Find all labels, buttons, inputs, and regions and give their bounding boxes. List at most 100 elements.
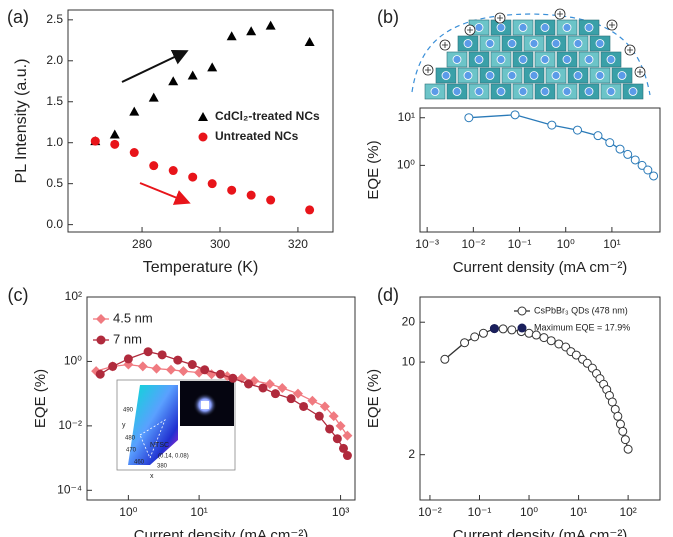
lattice-atom — [463, 71, 473, 80]
inset-label: (0.14, 0.08) — [158, 454, 189, 460]
data-point — [188, 172, 198, 182]
data-point — [168, 76, 179, 86]
data-point — [151, 363, 162, 374]
data-point — [319, 401, 330, 412]
data-point — [305, 205, 315, 215]
charge-symbol — [425, 67, 431, 73]
inset-label: 480 — [125, 436, 136, 442]
data-point — [328, 411, 339, 422]
x-tick-label: 10⁻¹ — [508, 237, 532, 251]
charge-symbol — [637, 69, 643, 75]
y-tick-label: 20 — [402, 314, 416, 328]
x-tick-label: 10² — [619, 505, 636, 519]
data-point — [207, 179, 217, 189]
data-point — [325, 424, 335, 434]
data-point — [342, 451, 352, 461]
x-tick-label: 10⁻² — [418, 505, 442, 519]
x-tick-label: 10¹ — [190, 505, 207, 519]
legend-marker — [198, 112, 208, 121]
data-point — [270, 389, 280, 399]
series-line — [444, 327, 629, 450]
inset-label: 380 — [157, 464, 168, 470]
lattice-atom — [474, 55, 484, 64]
lattice-atom — [452, 87, 462, 96]
data-point — [607, 397, 617, 407]
lattice-atom — [551, 71, 561, 80]
data-point — [90, 136, 100, 146]
data-point — [524, 328, 534, 338]
y-tick-label: 1.5 — [46, 94, 63, 108]
legend-label: Untreated NCs — [215, 129, 299, 143]
inset-label: 470 — [126, 448, 137, 454]
data-point — [110, 139, 120, 149]
data-point — [623, 149, 633, 159]
x-tick-label: 10⁰ — [520, 505, 538, 519]
data-point — [226, 31, 237, 41]
data-point — [266, 195, 276, 205]
legend-label: 7 nm — [113, 331, 142, 346]
y-tick-label: 0.0 — [46, 217, 63, 231]
lattice-atom — [551, 39, 561, 48]
data-point — [286, 394, 296, 404]
data-point — [440, 354, 450, 364]
data-point — [157, 350, 167, 360]
legend-label: CdCl₂-treated NCs — [215, 109, 320, 123]
data-point — [148, 92, 159, 102]
y-axis-label: EQE (%) — [365, 140, 382, 199]
lattice-atom — [540, 23, 550, 32]
data-point — [605, 138, 615, 148]
y-tick-label: 10¹ — [398, 110, 415, 124]
y-axis-label: EQE (%) — [32, 369, 49, 428]
lattice-atom — [628, 87, 638, 96]
lattice-atom — [540, 87, 550, 96]
x-tick-label: 10⁰ — [119, 505, 137, 519]
data-point — [246, 26, 257, 36]
plot-frame — [419, 296, 661, 501]
data-point — [258, 383, 268, 393]
y-tick-label: 10⁻² — [58, 418, 82, 432]
data-point — [95, 369, 105, 379]
lattice-atom — [452, 55, 462, 64]
y-tick-label: 10² — [65, 289, 82, 303]
y-axis-label: PL Intensity (a.u.) — [13, 59, 30, 184]
data-point — [613, 411, 623, 421]
data-point — [108, 361, 118, 371]
data-point — [244, 379, 254, 389]
lattice-atom — [496, 87, 506, 96]
lattice-atom — [562, 55, 572, 64]
data-point — [200, 365, 210, 375]
data-point — [129, 148, 139, 158]
x-tick-label: 280 — [132, 237, 152, 251]
y-tick-label: 2 — [408, 447, 415, 461]
lattice-atom — [463, 39, 473, 48]
x-tick-label: 320 — [288, 237, 308, 251]
lattice-atom — [474, 23, 484, 32]
lattice-atom — [584, 55, 594, 64]
legend-marker — [517, 306, 527, 316]
y-axis-label: EQE (%) — [365, 369, 382, 428]
data-point — [620, 435, 630, 445]
data-point — [332, 434, 342, 444]
x-axis-label: Current density (mA cm⁻²) — [134, 527, 309, 537]
data-point — [478, 328, 488, 338]
data-point — [571, 350, 581, 360]
data-point — [143, 347, 153, 357]
cie-inset — [116, 379, 236, 471]
lattice-atom — [441, 71, 451, 80]
data-point — [464, 113, 474, 123]
lattice-atom — [573, 71, 583, 80]
lattice-atom — [529, 71, 539, 80]
x-tick-label: 10³ — [332, 505, 349, 519]
data-point — [547, 120, 557, 130]
lattice-illustration — [411, 8, 651, 100]
data-point — [573, 125, 583, 135]
charge-symbol — [497, 15, 503, 21]
plot-frame — [67, 9, 334, 233]
plot-frame — [419, 107, 661, 233]
data-point — [265, 20, 276, 30]
data-point — [342, 430, 353, 441]
data-point — [498, 324, 508, 334]
inset-label: NTSC — [150, 442, 169, 449]
data-point — [123, 354, 133, 364]
